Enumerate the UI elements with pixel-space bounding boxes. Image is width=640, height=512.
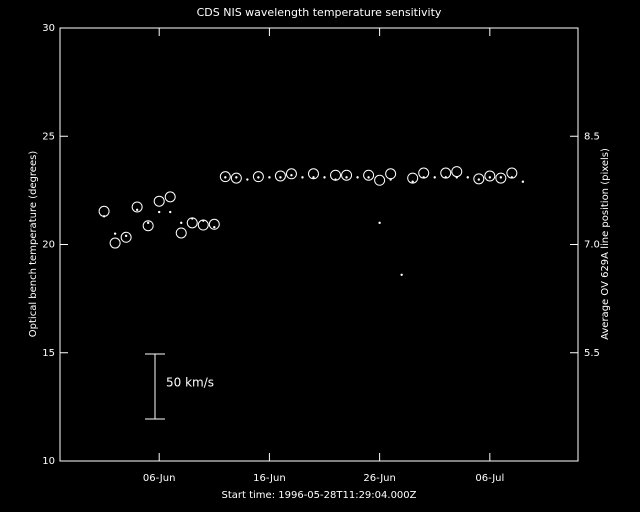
data-point xyxy=(418,167,430,179)
data-point xyxy=(466,176,469,179)
data-point xyxy=(131,201,143,213)
data-point xyxy=(367,176,370,179)
data-point xyxy=(208,218,220,230)
data-point xyxy=(400,273,403,277)
data-point xyxy=(186,217,198,229)
data-point xyxy=(440,167,452,179)
data-point xyxy=(506,167,518,179)
data-point xyxy=(433,176,436,179)
data-point xyxy=(407,172,419,184)
data-point xyxy=(175,227,187,239)
data-point xyxy=(484,170,496,182)
data-point xyxy=(157,210,161,214)
data-point xyxy=(124,234,128,238)
data-point xyxy=(323,176,326,179)
data-point xyxy=(164,191,176,203)
chart-title: CDS NIS wavelength temperature sensitivi… xyxy=(197,6,442,19)
data-point xyxy=(499,176,503,179)
data-point xyxy=(495,172,507,184)
data-point xyxy=(197,219,209,231)
data-point xyxy=(274,170,286,182)
data-point xyxy=(378,221,381,225)
data-point xyxy=(224,176,227,179)
data-point xyxy=(341,169,353,181)
data-point xyxy=(307,168,319,180)
data-point xyxy=(374,174,386,186)
data-point xyxy=(356,176,359,179)
x-tick-label: 06-Jun xyxy=(143,473,176,484)
data-point xyxy=(235,176,238,179)
y2-axis-label: Average OV 629A line position (pixels) xyxy=(600,148,611,340)
y-axis-label: Optical bench temperature (degrees) xyxy=(28,151,39,338)
data-point xyxy=(169,210,172,214)
x-tick-label: 16-Jun xyxy=(253,473,286,484)
x-tick-label: 26-Jun xyxy=(363,473,396,484)
data-point xyxy=(330,169,342,181)
data-point xyxy=(213,225,216,229)
y2-tick-label: 8.5 xyxy=(584,131,600,142)
data-point xyxy=(473,173,485,185)
data-point xyxy=(488,176,492,179)
y-tick-label: 15 xyxy=(42,348,55,359)
x-axis-label: Start time: 1996-05-28T11:29:04.000Z xyxy=(222,490,417,501)
data-point xyxy=(363,169,375,181)
y-tick-label: 30 xyxy=(42,23,55,34)
x-tick-label: 06-Jul xyxy=(475,473,504,484)
data-point xyxy=(301,176,304,179)
data-point xyxy=(312,176,315,179)
y-tick-label: 10 xyxy=(42,456,55,467)
data-point xyxy=(246,178,249,181)
data-point xyxy=(252,171,264,183)
y-tick-label: 25 xyxy=(42,131,55,142)
data-point xyxy=(135,208,139,212)
y-tick-label: 20 xyxy=(42,240,55,251)
data-point xyxy=(285,168,297,180)
data-point xyxy=(290,174,293,177)
scale-bar xyxy=(145,353,165,420)
data-point xyxy=(153,195,165,207)
annotation: 50 km/s xyxy=(166,376,214,390)
data-point xyxy=(345,176,348,179)
data-point xyxy=(268,176,271,179)
data-point xyxy=(142,220,154,232)
data-point xyxy=(113,232,117,235)
data-point xyxy=(120,231,132,243)
data-point xyxy=(180,221,183,225)
data-point xyxy=(146,221,150,225)
data-point xyxy=(279,176,282,179)
data-point xyxy=(257,176,260,179)
data-point xyxy=(521,180,525,183)
data-point xyxy=(477,178,481,181)
data-point xyxy=(98,205,110,217)
y2-tick-label: 7.0 xyxy=(584,240,600,251)
data-point xyxy=(219,171,231,183)
data-point xyxy=(451,166,463,178)
data-point xyxy=(385,168,397,180)
data-point xyxy=(109,237,121,249)
data-point xyxy=(411,180,414,183)
y2-tick-label: 5.5 xyxy=(584,348,600,359)
data-point xyxy=(230,172,242,184)
